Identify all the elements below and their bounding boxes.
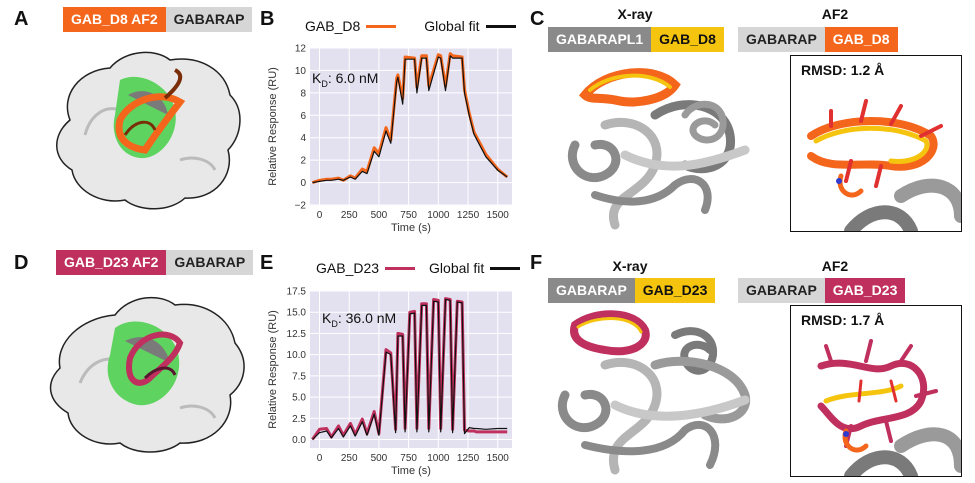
y-tick-label: −2 (295, 201, 307, 212)
tag-gab-d23: GAB_D23 (824, 278, 906, 303)
panel-letter-c: C (530, 8, 545, 30)
chart-gab-d23: 0.0 2.5 5.0 7.5 10.0 12.5 15.0 17.5 0 250 500 750 10… (267, 287, 512, 477)
zoom-sticks-c (807, 99, 961, 231)
zoom-box-f: RMSD: 1.7 Å (790, 305, 962, 477)
tag-gab-d8-af2: GAB_D8 AF2 (63, 7, 166, 32)
legend-fit-label: Global fit (424, 18, 480, 34)
ribbon-structure-c (567, 68, 750, 230)
rmsd-label-f: RMSD: 1.7 Å (801, 312, 885, 328)
y-tick-label: 6 (300, 111, 306, 122)
legend-fit-swatch (490, 266, 521, 270)
y-tick-label: 2 (300, 156, 306, 167)
x-tick-label: 0 (317, 453, 323, 464)
tag-gab-d23: GAB_D23 (634, 278, 716, 303)
panel-d-tags: GAB_D23 AF2 GABARAP (56, 250, 254, 275)
tag-gab-d8: GAB_D8 (824, 27, 898, 52)
xray-heading-f: X-ray (612, 258, 648, 274)
x-axis-label: Time (s) (391, 222, 431, 234)
tag-gabarap: GABARAP (738, 27, 825, 52)
legend-series-swatch (385, 266, 416, 270)
x-axis-label: Time (s) (391, 465, 431, 477)
peptide-ribbon (126, 331, 184, 386)
ribbon-structure-f (557, 310, 751, 475)
y-tick-label: 0 (300, 178, 306, 189)
panel-letter-d: D (14, 252, 29, 274)
legend-series-label: GAB_D23 (316, 260, 380, 276)
legend-series-label: GAB_D8 (305, 18, 361, 34)
y-tick-label: 0.0 (292, 435, 306, 446)
series-line-global-fit (312, 55, 508, 184)
binding-pocket (107, 321, 180, 406)
x-tick-label: 1500 (487, 453, 510, 464)
x-tick-label: 500 (371, 210, 388, 221)
legend-series-swatch (366, 24, 397, 28)
legend-fit-label: Global fit (429, 260, 485, 276)
panel-f-xray-tags: GABARAP GAB_D23 (548, 278, 716, 303)
legend-b: GAB_D8 Global fit (305, 18, 522, 34)
panel-letter-a: A (14, 8, 29, 30)
x-tick-label: 1500 (487, 210, 510, 221)
zoom-sticks-f (817, 339, 961, 476)
y-tick-label: 4 (300, 133, 306, 144)
y-tick-label: 10 (295, 66, 307, 77)
panel-f-af2-tags: GABARAP GAB_D23 (738, 278, 906, 303)
series-line-global-fit (311, 298, 508, 440)
y-tick-label: 2.5 (292, 414, 306, 425)
y-tick-label: 10.0 (287, 350, 307, 361)
panel-letter-f: F (530, 252, 543, 274)
x-tick-label: 1250 (457, 210, 480, 221)
kd-annotation-b: KD: 6.0 nM (312, 70, 379, 89)
x-tick-label: 500 (371, 453, 388, 464)
x-tick-label: 750 (400, 210, 417, 221)
panel-c-xray-tags: GABARAPL1 GAB_D8 (548, 27, 724, 52)
tag-gabarapl1: GABARAPL1 (548, 27, 652, 52)
peptide-ribbon (115, 93, 186, 154)
panel-a-tags: GAB_D8 AF2 GABARAP (63, 7, 253, 32)
panel-c-af2-tags: GABARAP GAB_D8 (738, 27, 898, 52)
y-tick-label: 12.5 (287, 329, 307, 340)
x-tick-label: 1000 (427, 210, 450, 221)
y-tick-label: 7.5 (292, 371, 306, 382)
x-tick-label: 250 (341, 210, 358, 221)
y-tick-label: 8 (300, 88, 306, 99)
y-tick-label: 17.5 (287, 287, 307, 298)
y-tick-label: 15.0 (287, 308, 307, 319)
chart-gab-d8: −2 0 2 4 6 8 10 12 0 250 500 750 1000 1250 1500 Time (s… (267, 44, 512, 234)
rmsd-label-c: RMSD: 1.2 Å (801, 62, 885, 78)
af2-heading-f: AF2 (821, 258, 849, 274)
y-axis-label: Relative Response (RU) (267, 67, 279, 186)
x-tick-label: 1250 (457, 453, 480, 464)
x-tick-label: 250 (341, 453, 358, 464)
y-tick-label: 12 (295, 44, 307, 55)
legend-fit-swatch (485, 24, 516, 28)
tag-gabarap: GABARAP (548, 278, 635, 303)
tag-gab-d23-af2: GAB_D23 AF2 (56, 250, 167, 275)
tag-gabarap: GABARAP (166, 250, 254, 275)
tag-gab-d8: GAB_D8 (651, 27, 724, 52)
x-tick-label: 1000 (427, 453, 450, 464)
y-tick-label: 5.0 (292, 393, 306, 404)
panel-letter-e: E (260, 252, 274, 274)
xray-heading-c: X-ray (617, 6, 653, 22)
tag-gabarap: GABARAP (165, 7, 253, 32)
legend-e: GAB_D23 Global fit (316, 260, 526, 276)
x-tick-label: 750 (400, 453, 417, 464)
gabarap-surface-d8 (56, 51, 241, 210)
af2-heading-c: AF2 (821, 6, 849, 22)
y-axis-label: Relative Response (RU) (267, 310, 279, 429)
x-tick-label: 0 (317, 210, 323, 221)
panel-letter-b: B (260, 8, 275, 30)
tag-gabarap: GABARAP (738, 278, 825, 303)
kd-annotation-e: KD: 36.0 nM (322, 310, 397, 329)
zoom-box-c: RMSD: 1.2 Å (790, 55, 962, 232)
gabarap-surface-d23 (49, 296, 245, 453)
